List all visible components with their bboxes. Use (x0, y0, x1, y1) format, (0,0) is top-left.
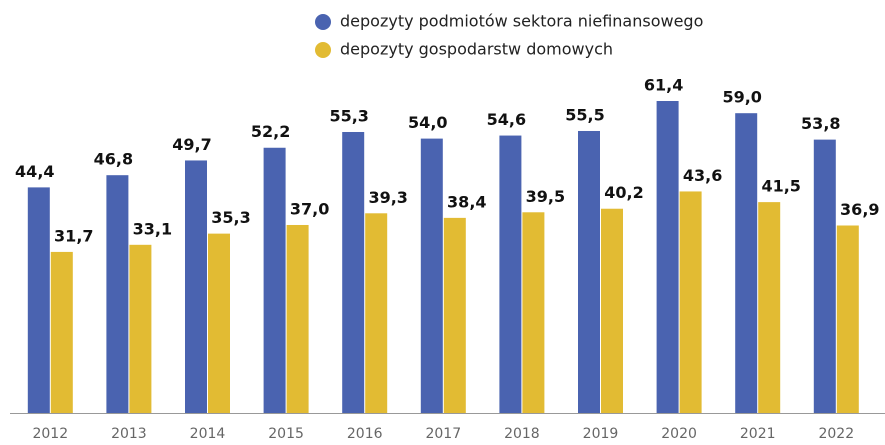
x-tick-label: 2015 (268, 426, 304, 442)
value-label: 37,0 (290, 199, 329, 218)
x-tick-label: 2017 (425, 426, 461, 442)
value-label: 55,5 (565, 105, 604, 124)
bar (679, 191, 702, 413)
value-label: 53,8 (801, 114, 840, 133)
legend-swatch (315, 42, 331, 58)
bar (443, 217, 466, 413)
bar (420, 138, 443, 413)
bar (836, 225, 859, 413)
bar (342, 131, 365, 413)
value-label: 61,4 (644, 76, 683, 95)
x-tick-label: 2022 (818, 426, 854, 442)
value-label: 31,7 (54, 226, 93, 245)
value-label: 33,1 (133, 219, 172, 238)
value-label: 54,0 (408, 113, 447, 132)
value-label: 55,3 (329, 106, 368, 125)
bar (578, 130, 600, 413)
bar (263, 147, 286, 413)
legend-label: depozyty gospodarstw domowych (340, 40, 613, 59)
bar (129, 244, 152, 413)
bar (208, 233, 230, 413)
bar (106, 175, 129, 413)
bar (50, 251, 73, 413)
value-label: 59,0 (722, 88, 761, 107)
value-label: 36,9 (840, 200, 879, 219)
value-label: 46,8 (94, 150, 133, 169)
legend-label: depozyty podmiotów sektora niefinansoweg… (340, 12, 703, 31)
value-label: 44,4 (15, 162, 54, 181)
x-tick-label: 2016 (347, 426, 383, 442)
x-tick-label: 2014 (190, 426, 226, 442)
bar (499, 135, 522, 413)
bar (601, 208, 623, 413)
value-label: 49,7 (172, 135, 211, 154)
bar (656, 101, 679, 413)
value-label: 54,6 (487, 110, 526, 129)
value-label: 38,4 (447, 192, 486, 211)
value-label: 40,2 (604, 183, 643, 202)
bar (813, 139, 836, 413)
x-tick-label: 2013 (111, 426, 147, 442)
x-tick-label: 2021 (740, 426, 776, 442)
value-label: 52,2 (251, 122, 290, 141)
x-tick-label: 2019 (583, 426, 619, 442)
value-label: 41,5 (761, 177, 800, 196)
value-label: 39,5 (526, 187, 565, 206)
bar (185, 160, 207, 413)
value-label: 35,3 (211, 208, 250, 227)
value-label: 43,6 (683, 166, 722, 185)
bar (27, 187, 50, 413)
bar (286, 224, 309, 413)
x-tick-label: 2020 (661, 426, 697, 442)
x-tick-label: 2012 (32, 426, 68, 442)
bar (522, 212, 545, 413)
x-tick-label: 2018 (504, 426, 540, 442)
legend-swatch (315, 14, 331, 30)
bar (365, 213, 388, 413)
bar (758, 202, 781, 413)
bar (735, 113, 758, 414)
value-label: 39,3 (368, 188, 407, 207)
